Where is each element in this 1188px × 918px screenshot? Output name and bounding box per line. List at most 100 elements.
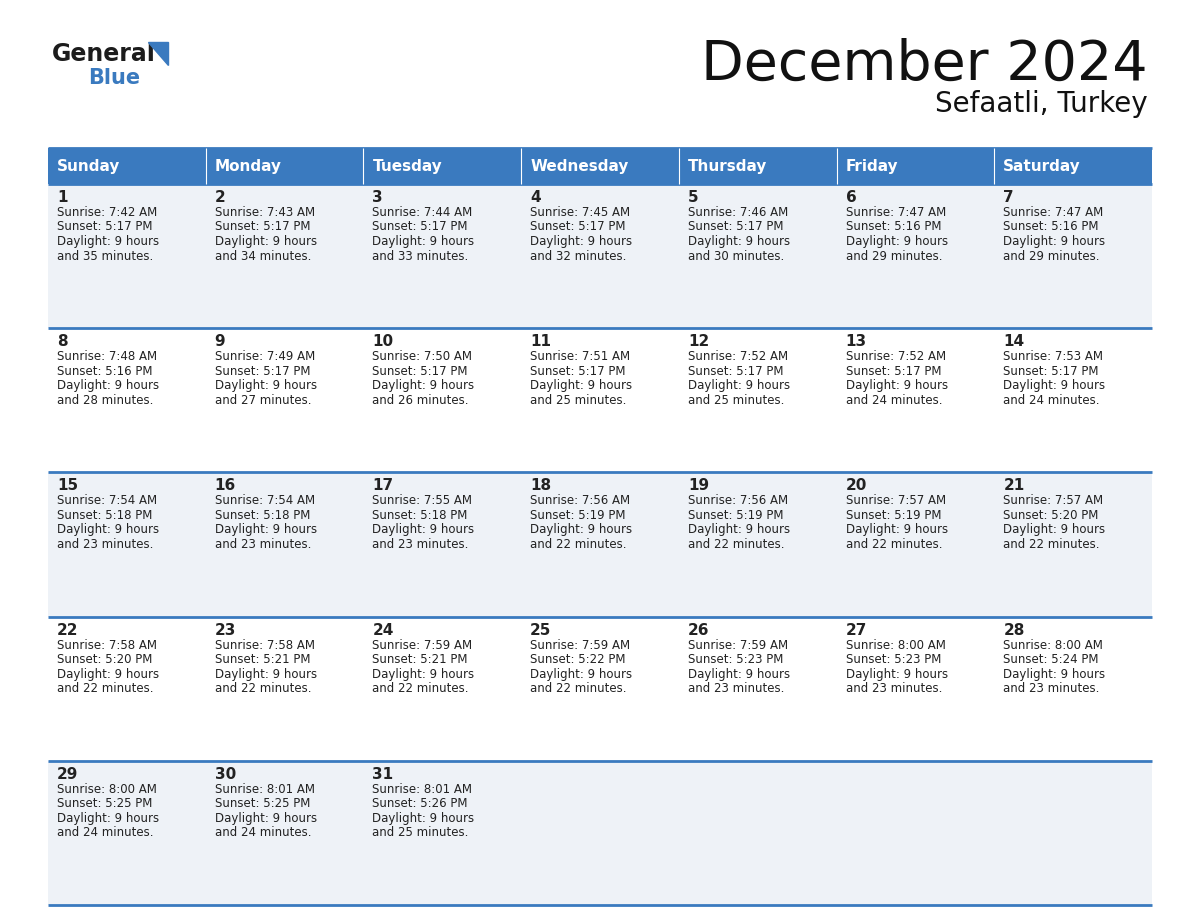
Text: Sunrise: 7:50 AM: Sunrise: 7:50 AM xyxy=(372,350,473,364)
Text: 28: 28 xyxy=(1004,622,1025,638)
Text: Sunset: 5:25 PM: Sunset: 5:25 PM xyxy=(215,798,310,811)
Text: Daylight: 9 hours: Daylight: 9 hours xyxy=(57,812,159,824)
Text: Sunset: 5:26 PM: Sunset: 5:26 PM xyxy=(372,798,468,811)
Text: Sunrise: 7:52 AM: Sunrise: 7:52 AM xyxy=(688,350,788,364)
Text: Daylight: 9 hours: Daylight: 9 hours xyxy=(846,235,948,248)
Text: Sunrise: 7:47 AM: Sunrise: 7:47 AM xyxy=(846,206,946,219)
Text: Sunrise: 7:45 AM: Sunrise: 7:45 AM xyxy=(530,206,631,219)
Text: Sunset: 5:19 PM: Sunset: 5:19 PM xyxy=(688,509,783,522)
Text: and 23 minutes.: and 23 minutes. xyxy=(57,538,153,551)
Text: 8: 8 xyxy=(57,334,68,349)
Bar xyxy=(836,329,994,473)
Text: and 22 minutes.: and 22 minutes. xyxy=(1004,538,1100,551)
Text: Sunrise: 7:47 AM: Sunrise: 7:47 AM xyxy=(1004,206,1104,219)
Text: Blue: Blue xyxy=(88,68,140,88)
Text: and 23 minutes.: and 23 minutes. xyxy=(1004,682,1100,695)
Text: Daylight: 9 hours: Daylight: 9 hours xyxy=(688,667,790,680)
Text: and 33 minutes.: and 33 minutes. xyxy=(372,250,469,263)
Text: Sunset: 5:17 PM: Sunset: 5:17 PM xyxy=(530,220,626,233)
Text: and 25 minutes.: and 25 minutes. xyxy=(372,826,469,839)
Text: Sunset: 5:17 PM: Sunset: 5:17 PM xyxy=(372,364,468,377)
Text: 10: 10 xyxy=(372,334,393,349)
Text: Sunset: 5:21 PM: Sunset: 5:21 PM xyxy=(215,653,310,666)
Text: Sunset: 5:18 PM: Sunset: 5:18 PM xyxy=(215,509,310,522)
Text: and 22 minutes.: and 22 minutes. xyxy=(530,682,626,695)
Text: Sunset: 5:18 PM: Sunset: 5:18 PM xyxy=(372,509,468,522)
Text: Tuesday: Tuesday xyxy=(372,159,442,174)
Text: Sunrise: 7:56 AM: Sunrise: 7:56 AM xyxy=(688,495,788,508)
Text: Sunset: 5:24 PM: Sunset: 5:24 PM xyxy=(1004,653,1099,666)
Text: Daylight: 9 hours: Daylight: 9 hours xyxy=(530,235,632,248)
Bar xyxy=(364,329,522,473)
Text: 3: 3 xyxy=(372,190,383,205)
Text: Thursday: Thursday xyxy=(688,159,767,174)
Text: Sunrise: 7:59 AM: Sunrise: 7:59 AM xyxy=(372,639,473,652)
Text: Sunrise: 7:53 AM: Sunrise: 7:53 AM xyxy=(1004,350,1104,364)
Text: Daylight: 9 hours: Daylight: 9 hours xyxy=(57,379,159,392)
Bar xyxy=(206,473,364,617)
Text: and 24 minutes.: and 24 minutes. xyxy=(846,394,942,407)
Bar xyxy=(48,617,206,761)
Bar xyxy=(678,148,836,184)
Text: 23: 23 xyxy=(215,622,236,638)
Text: and 29 minutes.: and 29 minutes. xyxy=(846,250,942,263)
Text: Sunrise: 7:56 AM: Sunrise: 7:56 AM xyxy=(530,495,631,508)
Text: Sunrise: 7:49 AM: Sunrise: 7:49 AM xyxy=(215,350,315,364)
Text: 9: 9 xyxy=(215,334,226,349)
Bar xyxy=(836,617,994,761)
Text: Sunset: 5:18 PM: Sunset: 5:18 PM xyxy=(57,509,152,522)
Text: Daylight: 9 hours: Daylight: 9 hours xyxy=(530,667,632,680)
Text: Sunset: 5:22 PM: Sunset: 5:22 PM xyxy=(530,653,626,666)
Text: 26: 26 xyxy=(688,622,709,638)
Text: and 32 minutes.: and 32 minutes. xyxy=(530,250,626,263)
Text: Sunrise: 7:59 AM: Sunrise: 7:59 AM xyxy=(530,639,631,652)
Bar xyxy=(522,761,678,905)
Text: Sunrise: 7:43 AM: Sunrise: 7:43 AM xyxy=(215,206,315,219)
Bar xyxy=(994,148,1152,184)
Text: and 23 minutes.: and 23 minutes. xyxy=(372,538,469,551)
Text: Sunset: 5:20 PM: Sunset: 5:20 PM xyxy=(1004,509,1099,522)
Bar xyxy=(364,473,522,617)
Text: Sunset: 5:19 PM: Sunset: 5:19 PM xyxy=(846,509,941,522)
Text: Sunrise: 7:59 AM: Sunrise: 7:59 AM xyxy=(688,639,788,652)
Text: Saturday: Saturday xyxy=(1004,159,1081,174)
Text: Daylight: 9 hours: Daylight: 9 hours xyxy=(372,667,474,680)
Text: Monday: Monday xyxy=(215,159,282,174)
Text: and 23 minutes.: and 23 minutes. xyxy=(688,682,784,695)
Text: and 22 minutes.: and 22 minutes. xyxy=(846,538,942,551)
Text: 20: 20 xyxy=(846,478,867,493)
Text: Sunrise: 7:57 AM: Sunrise: 7:57 AM xyxy=(1004,495,1104,508)
Text: and 26 minutes.: and 26 minutes. xyxy=(372,394,469,407)
Text: Sunset: 5:17 PM: Sunset: 5:17 PM xyxy=(215,220,310,233)
Bar xyxy=(206,184,364,329)
Text: 14: 14 xyxy=(1004,334,1024,349)
Text: Daylight: 9 hours: Daylight: 9 hours xyxy=(215,812,317,824)
Bar xyxy=(994,184,1152,329)
Text: 7: 7 xyxy=(1004,190,1013,205)
Text: Sefaatli, Turkey: Sefaatli, Turkey xyxy=(935,90,1148,118)
Bar xyxy=(522,473,678,617)
Bar xyxy=(994,617,1152,761)
Text: 25: 25 xyxy=(530,622,551,638)
Bar xyxy=(48,329,206,473)
Text: Sunset: 5:17 PM: Sunset: 5:17 PM xyxy=(215,364,310,377)
Bar xyxy=(522,329,678,473)
Text: Sunrise: 7:54 AM: Sunrise: 7:54 AM xyxy=(215,495,315,508)
Bar xyxy=(836,184,994,329)
Text: Sunrise: 7:42 AM: Sunrise: 7:42 AM xyxy=(57,206,157,219)
Bar xyxy=(364,617,522,761)
Text: and 22 minutes.: and 22 minutes. xyxy=(530,538,626,551)
Bar xyxy=(994,761,1152,905)
Text: and 22 minutes.: and 22 minutes. xyxy=(688,538,784,551)
Text: 6: 6 xyxy=(846,190,857,205)
Text: Daylight: 9 hours: Daylight: 9 hours xyxy=(1004,379,1105,392)
Text: and 29 minutes.: and 29 minutes. xyxy=(1004,250,1100,263)
Text: and 27 minutes.: and 27 minutes. xyxy=(215,394,311,407)
Text: Daylight: 9 hours: Daylight: 9 hours xyxy=(688,523,790,536)
Text: 13: 13 xyxy=(846,334,867,349)
Text: 4: 4 xyxy=(530,190,541,205)
Text: 18: 18 xyxy=(530,478,551,493)
Text: 17: 17 xyxy=(372,478,393,493)
Text: and 30 minutes.: and 30 minutes. xyxy=(688,250,784,263)
Text: Daylight: 9 hours: Daylight: 9 hours xyxy=(846,523,948,536)
